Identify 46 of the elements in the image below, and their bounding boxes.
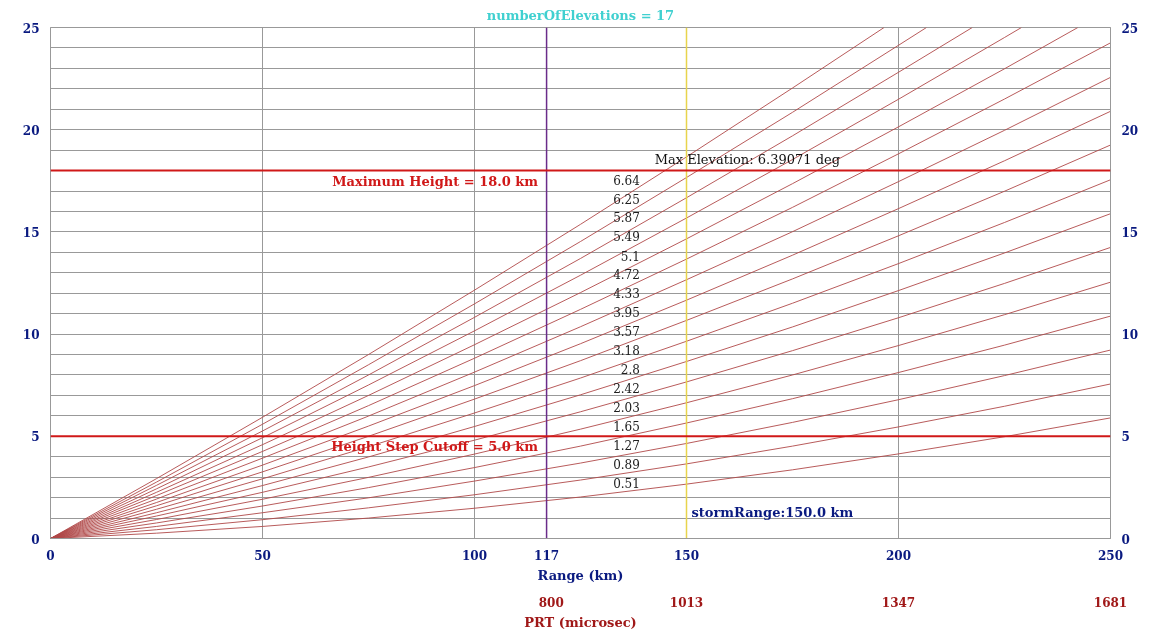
series-label: 2.03 [613,401,640,416]
y2-tick-label: 5 [1121,430,1130,445]
y-tick-label: 20 [22,123,40,138]
series-label: 3.57 [613,325,640,340]
series-label: 4.33 [613,287,640,302]
x-axis-title: Range (km) [537,567,624,583]
chart-title: numberOfElevations = 17 [486,7,675,23]
y2-tick-label: 15 [1121,225,1139,240]
y-tick-label: 5 [31,430,40,445]
x2-tick-label: 800 [538,595,564,610]
x-tick-label: 250 [1097,548,1124,563]
ref-line-label: stormRange:150.0 km [691,505,854,521]
series-label: 1.65 [613,420,640,435]
series-label: 6.25 [613,192,640,207]
y2-tick-label: 25 [1121,21,1139,36]
x2-tick-label: 1681 [1093,595,1128,610]
x2-tick-label: 1013 [669,595,704,610]
y2-tick-label: 0 [1121,532,1130,547]
series-label: 5.87 [613,211,640,226]
series-label: 0.51 [613,476,640,491]
series-label: 5.49 [613,230,640,245]
series-label: 3.95 [613,306,640,321]
x-tick-label: 117 [534,548,560,563]
x-tick-label: 100 [461,548,488,563]
x-tick-label: 0 [46,548,55,563]
y-tick-label: 10 [22,328,40,343]
series-label: 4.72 [613,268,640,283]
y-tick-label: 25 [22,21,40,36]
x2-axis-title: PRT (microsec) [524,614,637,630]
series-label: 2.8 [620,363,640,378]
x-tick-label: 50 [254,548,271,563]
x-tick-label: 200 [885,548,912,563]
series-label: 5.1 [620,249,640,264]
series-label: 3.18 [613,344,640,359]
series-label: 0.89 [613,458,640,472]
ref-line-label: Maximum Height = 18.0 km [332,173,539,189]
y2-tick-label: 20 [1121,123,1139,138]
x2-tick-label: 1347 [881,595,916,610]
series-label: 2.42 [613,382,640,397]
y2-tick-label: 10 [1121,328,1139,343]
series-label: 6.64 [613,173,641,188]
y-tick-label: 0 [31,532,40,547]
x-tick-label: 150 [673,548,700,563]
series-label: 1.27 [613,439,640,454]
annotation: Max Elevation: 6.39071 deg [654,152,840,167]
y-tick-label: 15 [22,225,40,240]
